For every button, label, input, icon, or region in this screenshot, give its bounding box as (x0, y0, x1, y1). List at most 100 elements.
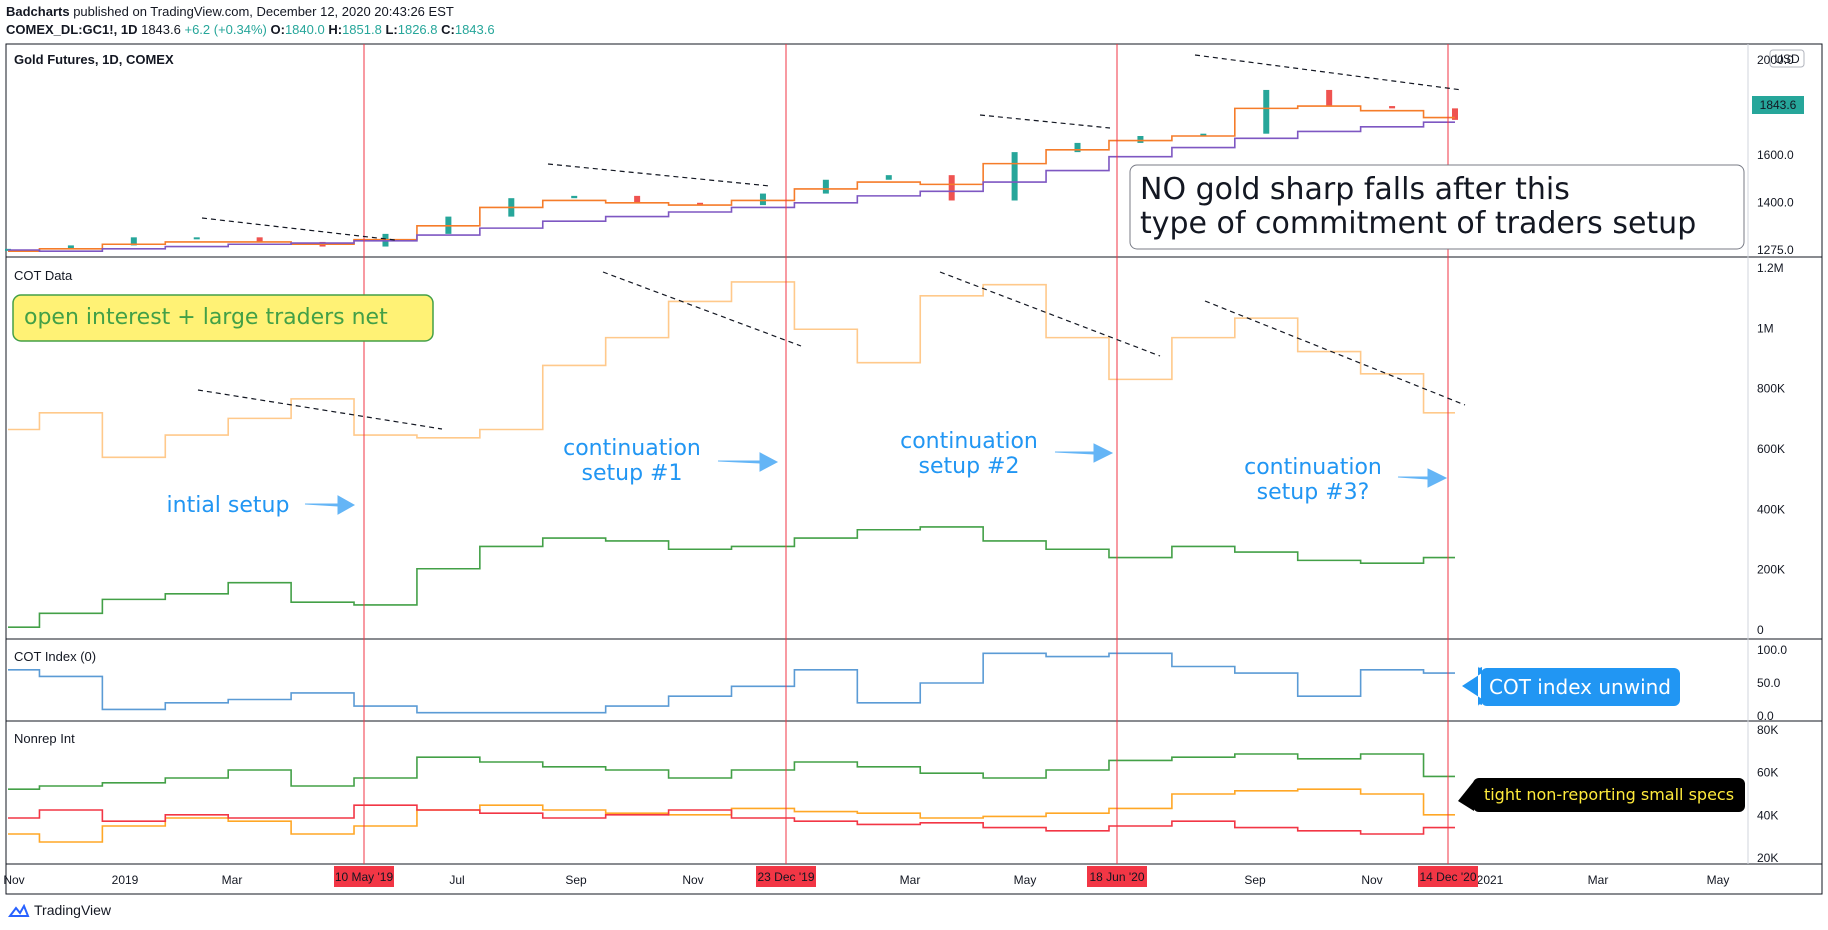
price-candle (697, 202, 704, 206)
date-marker-label: 23 Dec '19 (758, 870, 815, 884)
headline-box (1129, 164, 1745, 250)
chart-canvas[interactable]: Gold Futures, 1D, COMEX COT Data COT Ind… (0, 0, 1828, 900)
low-label: L: (385, 22, 398, 37)
axis-tick-label: 400K (1757, 502, 1785, 516)
price-candle (1326, 89, 1333, 107)
axis-tick-label: 200K (1757, 563, 1785, 577)
date-marker-badge (1418, 866, 1478, 887)
footer-brand-text: TradingView (34, 902, 112, 918)
time-tick-label: Mar (222, 873, 243, 887)
date-marker-badge (334, 866, 394, 887)
cot-index-pane-title: COT Index (0) (14, 649, 96, 664)
axis-tick-label: 1400.0 (1757, 196, 1794, 210)
footer-brand[interactable]: TradingView (8, 902, 111, 918)
cot-index-axis: 100.0 50.0 0.0 (1757, 643, 1787, 723)
open-label: O: (270, 22, 285, 37)
price-candle (634, 195, 641, 203)
price-candle (571, 195, 578, 199)
oi-trendline (197, 389, 443, 430)
time-tick-label: Mar (1588, 873, 1609, 887)
date-marker-label: 14 Dec '20 (1420, 870, 1477, 884)
yellow-label-box (12, 294, 434, 342)
yellow-label-text: open interest + large traders net (24, 305, 388, 330)
axis-tick-label: 600K (1757, 442, 1785, 456)
currency-label: USD (1774, 52, 1800, 66)
last-price-badge (1752, 96, 1804, 114)
arrow-icon (1397, 468, 1448, 488)
open-value: 1840.0 (284, 22, 325, 37)
axis-tick-label: 20K (1757, 851, 1778, 865)
tradingview-logo-icon (8, 904, 30, 918)
price-candle (885, 175, 892, 180)
author-name[interactable]: Badcharts (6, 4, 70, 19)
low-value: 1826.8 (397, 22, 438, 37)
axis-tick-label: 1600.0 (1757, 148, 1794, 162)
price-candle (1137, 136, 1144, 143)
publish-date: published on TradingView.com, December 1… (69, 4, 454, 19)
time-tick-label: Sep (565, 873, 587, 887)
series-large-traders-net (8, 526, 1455, 629)
time-tick-label: May (1707, 873, 1730, 887)
axis-tick-label: 80K (1757, 723, 1778, 737)
oi-trendline (602, 271, 802, 347)
date-marker-badge (1087, 866, 1147, 887)
date-marker-label: 18 Jun '20 (1089, 870, 1144, 884)
setup-arrows (304, 443, 1448, 515)
close-label: C: (441, 22, 455, 37)
currency-badge[interactable] (1769, 49, 1805, 68)
setup-markers: 10 May '19 23 Dec '19 18 Jun '20 14 Dec '20 (334, 44, 1478, 887)
time-tick-label: Jul (449, 873, 464, 887)
date-marker-label: 10 May '19 (335, 870, 394, 884)
setup-1-line1: continuation (563, 436, 701, 461)
setup-1-line2: setup #1 (582, 461, 683, 486)
axis-tick-label: 50.0 (1757, 676, 1781, 690)
time-axis: Nov 2019 Mar Jul Sep Nov Mar May Sep Nov 2021 Mar Ma… (3, 873, 1729, 887)
axis-tick-label: 100.0 (1757, 643, 1787, 657)
chart-frame (5, 43, 1823, 895)
last-price: 1843.6 (141, 22, 181, 37)
cot-callout-text: COT index unwind (1489, 675, 1671, 699)
price-candle (1074, 142, 1081, 153)
nonrep-callout-box (1473, 778, 1745, 812)
price-candle (1452, 108, 1458, 120)
series-ma_slow (8, 121, 1455, 252)
time-tick-label: May (1014, 873, 1037, 887)
price-trendline (547, 163, 771, 187)
axis-tick-label: 2000.0 (1757, 53, 1794, 67)
cot-callout-pointer (1462, 666, 1482, 707)
axis-tick-label: 40K (1757, 808, 1778, 822)
price-candle (759, 193, 766, 206)
publish-info: Badcharts published on TradingView.com, … (6, 4, 454, 19)
nonrep-axis: 80K 60K 40K 20K (1757, 723, 1778, 865)
price-candle (256, 237, 263, 242)
setup-2-line1: continuation (900, 429, 1038, 454)
series-green (8, 753, 1455, 790)
price-candle (1263, 89, 1270, 134)
price-candle (822, 179, 829, 194)
price-pane-title: Gold Futures, 1D, COMEX (14, 52, 174, 67)
axis-tick-label: 60K (1757, 766, 1778, 780)
nonrep-callout-text: tight non-reporting small specs (1484, 785, 1734, 804)
oi-trendline (1204, 300, 1466, 406)
cot-callout-box (1481, 668, 1680, 706)
oi-trendline (939, 271, 1161, 357)
high-label: H: (328, 22, 343, 37)
setup-3-line2: setup #3? (1257, 480, 1370, 505)
trend-lines (197, 54, 1466, 430)
arrow-icon (717, 452, 779, 472)
time-tick-label: Mar (900, 873, 921, 887)
headline-line1: NO gold sharp falls after this (1140, 172, 1570, 207)
time-tick-label: Nov (1361, 873, 1382, 887)
time-tick-label: Nov (3, 873, 24, 887)
last-price-badge-text: 1843.6 (1760, 98, 1797, 112)
axis-tick-label: 1M (1757, 321, 1774, 335)
series-ma_fast (8, 105, 1455, 252)
arrow-icon (1054, 443, 1114, 463)
price-trendline (979, 114, 1111, 129)
ohlc-row: COMEX_DL:GC1!, 1D 1843.6 +6.2 (+0.34%) O… (6, 22, 495, 37)
time-tick-label: 2021 (1477, 873, 1504, 887)
high-value: 1851.8 (342, 22, 382, 37)
price-trendline (201, 217, 396, 241)
series-red (8, 804, 1455, 835)
